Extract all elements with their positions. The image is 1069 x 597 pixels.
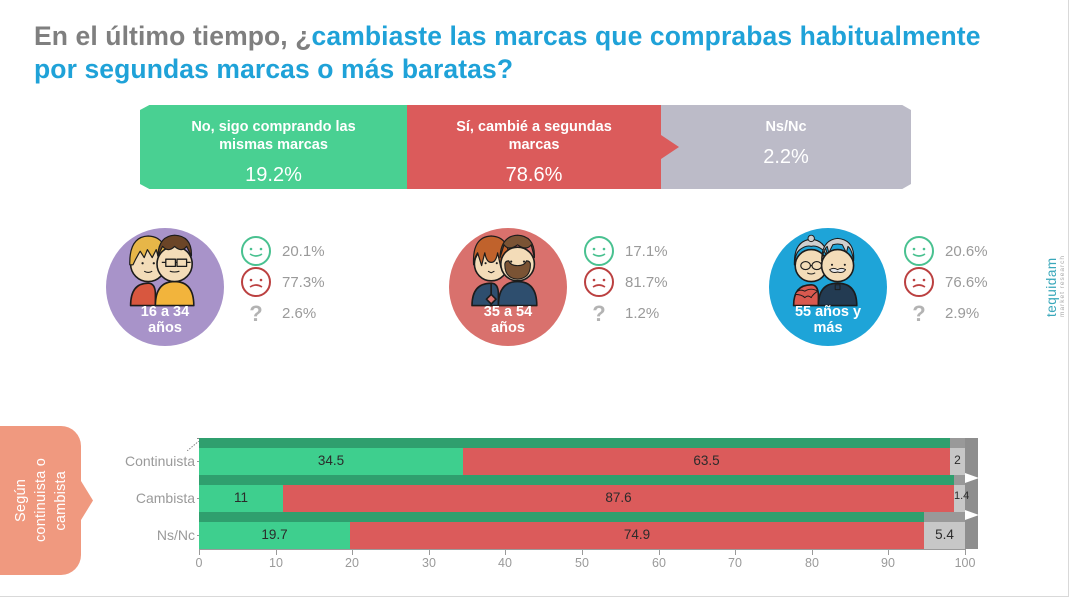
svg-text:?: ? <box>912 301 925 326</box>
svg-text:?: ? <box>592 301 605 326</box>
svg-text:?: ? <box>249 301 262 326</box>
